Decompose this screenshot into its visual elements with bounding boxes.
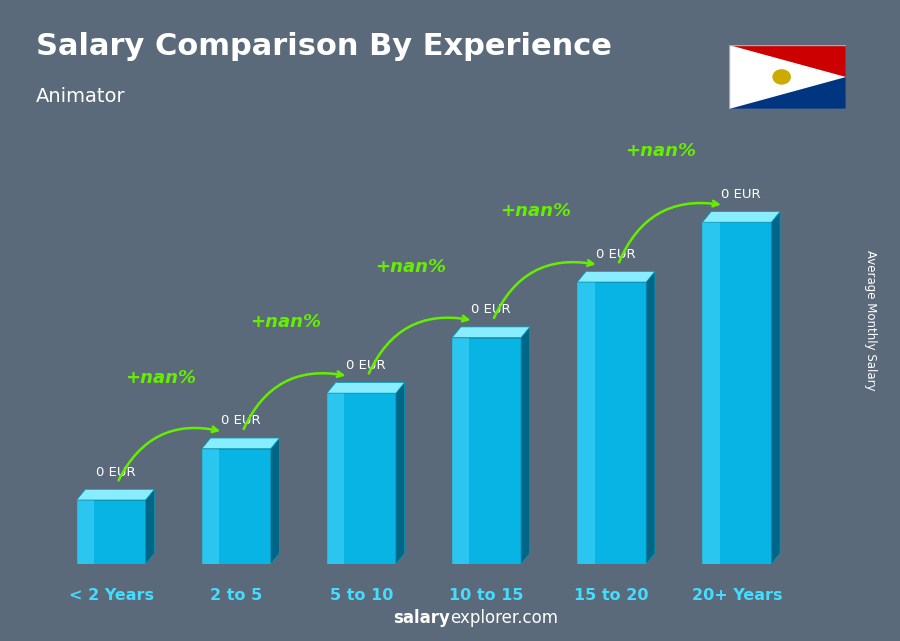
Polygon shape [729, 45, 776, 109]
Polygon shape [452, 338, 470, 564]
Polygon shape [327, 393, 344, 564]
Text: 15 to 20: 15 to 20 [574, 588, 649, 603]
Polygon shape [703, 212, 780, 222]
Text: +nan%: +nan% [250, 313, 321, 331]
Text: 0 EUR: 0 EUR [95, 465, 135, 479]
Text: 0 EUR: 0 EUR [471, 303, 511, 316]
Text: 0 EUR: 0 EUR [722, 188, 761, 201]
Circle shape [773, 70, 790, 84]
Text: +nan%: +nan% [626, 142, 697, 160]
Polygon shape [577, 282, 595, 564]
Text: 5 to 10: 5 to 10 [329, 588, 393, 603]
Polygon shape [76, 500, 146, 564]
Polygon shape [76, 489, 154, 500]
Text: 0 EUR: 0 EUR [597, 247, 636, 261]
Polygon shape [521, 327, 530, 564]
Polygon shape [202, 438, 279, 449]
Polygon shape [729, 45, 846, 77]
Text: salary: salary [393, 609, 450, 627]
Text: +nan%: +nan% [125, 369, 195, 387]
Polygon shape [202, 449, 271, 564]
Polygon shape [646, 271, 655, 564]
Polygon shape [452, 327, 530, 338]
Polygon shape [396, 383, 405, 564]
Text: 0 EUR: 0 EUR [346, 359, 385, 372]
Polygon shape [577, 271, 655, 282]
Polygon shape [703, 222, 720, 564]
Text: Average Monthly Salary: Average Monthly Salary [865, 250, 878, 391]
Text: 2 to 5: 2 to 5 [210, 588, 263, 603]
Polygon shape [703, 222, 771, 564]
Polygon shape [771, 212, 780, 564]
Text: +nan%: +nan% [375, 258, 446, 276]
Polygon shape [452, 338, 521, 564]
Text: < 2 Years: < 2 Years [68, 588, 154, 603]
Text: +nan%: +nan% [500, 202, 572, 220]
Polygon shape [202, 449, 219, 564]
Text: Animator: Animator [36, 87, 126, 106]
Polygon shape [271, 438, 279, 564]
Polygon shape [76, 500, 94, 564]
Text: 20+ Years: 20+ Years [691, 588, 782, 603]
Polygon shape [577, 282, 646, 564]
Polygon shape [327, 393, 396, 564]
Text: Salary Comparison By Experience: Salary Comparison By Experience [36, 32, 612, 61]
Text: explorer.com: explorer.com [450, 609, 558, 627]
Text: 0 EUR: 0 EUR [220, 414, 260, 428]
Polygon shape [729, 77, 846, 109]
Polygon shape [327, 383, 405, 393]
Polygon shape [146, 489, 154, 564]
Text: 10 to 15: 10 to 15 [449, 588, 524, 603]
